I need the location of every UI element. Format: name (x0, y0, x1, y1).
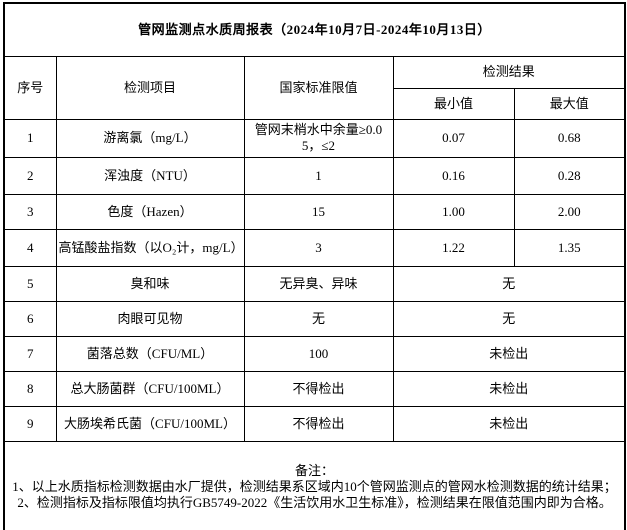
cell-standard: 100 (243, 335, 394, 372)
cell-standard: 不得检出 (243, 370, 394, 407)
table-row: 4 高锰酸盐指数（以O₂计，mg/L） 3 1.22 1.35 (3, 228, 626, 267)
cell-min: 0.07 (392, 118, 515, 158)
notes-label: 备注： (295, 462, 335, 478)
cell-item: 游离氯（mg/L） (55, 118, 245, 158)
cell-max: 1.35 (513, 228, 626, 267)
cell-index: 5 (3, 265, 57, 302)
cell-item: 肉眼可见物 (55, 300, 245, 337)
cell-index: 9 (3, 405, 57, 442)
cell-result: 无 (392, 300, 626, 337)
cell-result: 无 (392, 265, 626, 302)
water-quality-report-table: 管网监测点水质周报表（2024年10月7日-2024年10月13日） 序号 检测… (3, 2, 627, 530)
title-row: 管网监测点水质周报表（2024年10月7日-2024年10月13日） (3, 2, 626, 57)
column-header-standard: 国家标准限值 (243, 55, 394, 120)
cell-result: 未检出 (392, 335, 626, 372)
cell-item: 菌落总数（CFU/ML） (55, 335, 245, 372)
cell-standard: 无异臭、异味 (243, 265, 394, 302)
notes-row: 备注： 1、以上水质指标检测数据由水厂提供，检测结果系区域内10个管网监测点的管… (3, 440, 626, 530)
table-row: 6 肉眼可见物 无 无 (3, 300, 626, 337)
notes-line-2: 2、检测指标及指标限值均执行GB5749-2022《生活饮用水卫生标准》，检测结… (17, 494, 612, 510)
cell-item: 大肠埃希氏菌（CFU/100ML） (55, 405, 245, 442)
table-row: 3 色度（Hazen） 15 1.00 2.00 (3, 193, 626, 230)
cell-min: 1.22 (392, 228, 515, 267)
cell-index: 3 (3, 193, 57, 230)
cell-index: 8 (3, 370, 57, 407)
notes-line-1: 1、以上水质指标检测数据由水厂提供，检测结果系区域内10个管网监测点的管网水检测… (12, 478, 617, 494)
cell-standard: 1 (243, 156, 394, 195)
cell-standard: 3 (243, 228, 394, 267)
column-header-item: 检测项目 (55, 55, 245, 120)
cell-index: 7 (3, 335, 57, 372)
header-row-1: 序号 检测项目 国家标准限值 检测结果 (3, 55, 626, 120)
table-row: 5 臭和味 无异臭、异味 无 (3, 265, 626, 302)
cell-standard: 管网末梢水中余量≥0.05，≤2 (243, 118, 394, 158)
cell-index: 4 (3, 228, 57, 267)
cell-index: 2 (3, 156, 57, 195)
column-header-result: 检测结果 (392, 55, 626, 89)
cell-standard: 不得检出 (243, 405, 394, 442)
cell-item: 色度（Hazen） (55, 193, 245, 230)
cell-item: 总大肠菌群（CFU/100ML） (55, 370, 245, 407)
cell-standard: 无 (243, 300, 394, 337)
cell-item: 高锰酸盐指数（以O₂计，mg/L） (55, 228, 245, 267)
cell-standard: 15 (243, 193, 394, 230)
header-row-2: 最小值 最大值 (4, 87, 626, 120)
table-row: 2 浑浊度（NTU） 1 0.16 0.28 (3, 156, 626, 195)
cell-min: 0.16 (392, 156, 515, 195)
cell-result: 未检出 (392, 370, 626, 407)
column-header-min: 最小值 (392, 87, 515, 120)
column-header-index: 序号 (3, 55, 57, 120)
column-header-max: 最大值 (513, 87, 626, 120)
cell-item: 臭和味 (55, 265, 245, 302)
notes-section: 备注： 1、以上水质指标检测数据由水厂提供，检测结果系区域内10个管网监测点的管… (3, 440, 626, 530)
cell-result: 未检出 (392, 405, 626, 442)
table-row: 7 菌落总数（CFU/ML） 100 未检出 (3, 335, 626, 372)
cell-index: 6 (3, 300, 57, 337)
table-row: 9 大肠埃希氏菌（CFU/100ML） 不得检出 未检出 (3, 405, 626, 442)
cell-index: 1 (3, 118, 57, 158)
page-title: 管网监测点水质周报表（2024年10月7日-2024年10月13日） (3, 2, 626, 57)
table-row: 1 游离氯（mg/L） 管网末梢水中余量≥0.05，≤2 0.07 0.68 (3, 118, 626, 158)
table-row: 8 总大肠菌群（CFU/100ML） 不得检出 未检出 (3, 370, 626, 407)
cell-max: 2.00 (513, 193, 626, 230)
cell-max: 0.28 (513, 156, 626, 195)
cell-item: 浑浊度（NTU） (55, 156, 245, 195)
cell-min: 1.00 (392, 193, 515, 230)
cell-max: 0.68 (513, 118, 626, 158)
